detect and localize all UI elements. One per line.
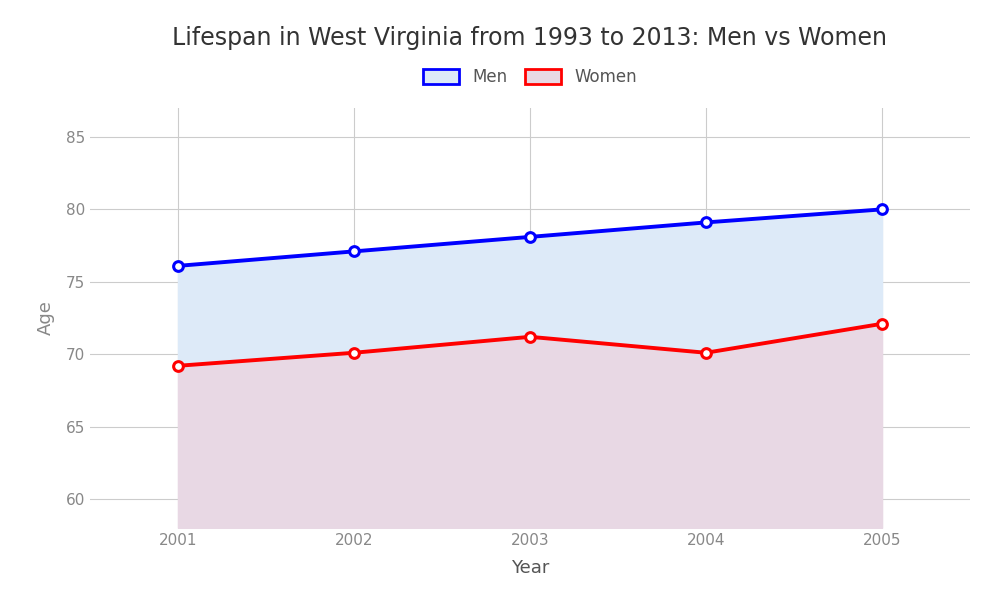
X-axis label: Year: Year bbox=[511, 559, 549, 577]
Legend: Men, Women: Men, Women bbox=[416, 62, 644, 93]
Y-axis label: Age: Age bbox=[37, 301, 55, 335]
Title: Lifespan in West Virginia from 1993 to 2013: Men vs Women: Lifespan in West Virginia from 1993 to 2… bbox=[173, 26, 888, 50]
